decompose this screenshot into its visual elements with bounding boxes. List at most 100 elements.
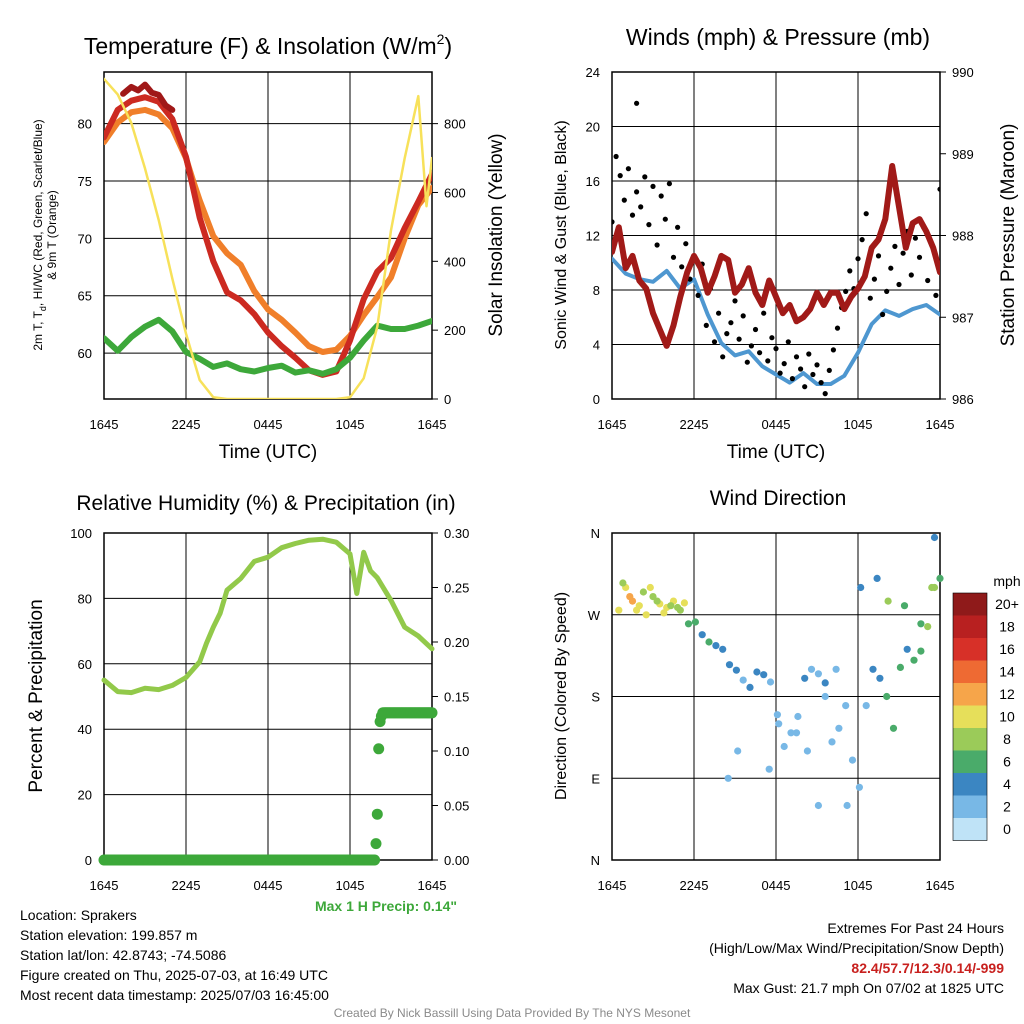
- gust-point: [675, 224, 681, 230]
- y2-axis-title: Solar Insolation (Yellow): [486, 133, 507, 336]
- legend-label: 4: [1003, 776, 1011, 792]
- direction-point: [719, 645, 727, 653]
- gust-point: [670, 254, 677, 260]
- y-tick-label: 60: [78, 346, 92, 361]
- gust-point: [789, 376, 796, 382]
- y2-tick-label: 986: [952, 392, 974, 407]
- gust-point: [793, 354, 800, 360]
- direction-point: [667, 602, 675, 610]
- direction-point: [900, 602, 909, 610]
- y-tick-label: N: [591, 526, 600, 541]
- gust-point: [773, 346, 779, 352]
- x-axis-title: Time (UTC): [727, 442, 826, 463]
- y-axis-title: Sonic Wind & Gust (Blue, Black): [553, 120, 570, 349]
- x-tick-label: 1645: [926, 417, 955, 432]
- gust-point: [822, 391, 828, 397]
- y-tick-label: 24: [586, 65, 600, 80]
- credit-footer: Created By Nick Bassill Using Data Provi…: [333, 1006, 691, 1020]
- y-axis-title-line2: & 9m T (Orange): [45, 190, 59, 280]
- direction-point: [843, 801, 851, 810]
- direction-point: [807, 665, 816, 673]
- direction-point: [801, 674, 809, 682]
- gust-point: [884, 288, 890, 294]
- x-tick-label: 1645: [90, 417, 119, 432]
- gust-point: [711, 339, 718, 345]
- legend-swatch: [953, 593, 987, 616]
- series-feels_like: [120, 81, 176, 113]
- x-tick-label: 0445: [762, 417, 791, 432]
- direction-point: [766, 678, 775, 686]
- y2-tick-label: 600: [444, 185, 466, 200]
- x-tick-label: 1645: [418, 417, 447, 432]
- y2-tick-label: 400: [444, 254, 466, 269]
- x-tick-label: 1045: [844, 878, 873, 893]
- precip-point: [369, 854, 381, 866]
- series-rh: [101, 536, 435, 696]
- direction-point: [660, 609, 668, 617]
- direction-point: [746, 683, 754, 692]
- y2-tick-label: 0.30: [444, 526, 469, 541]
- max-gust-text: Max Gust: 21.7 mph On 07/02 at 1825 UTC: [733, 980, 1004, 996]
- extremes-heading: Extremes For Past 24 Hours: [827, 920, 1004, 936]
- gust-point: [798, 366, 804, 372]
- y-tick-label: 20: [586, 120, 600, 135]
- direction-point: [835, 724, 843, 732]
- gust-point: [908, 272, 914, 278]
- direction-point: [842, 702, 850, 710]
- gust-point: [871, 276, 878, 282]
- gust-point: [888, 265, 894, 271]
- gust-point: [933, 292, 939, 298]
- y-tick-label: 70: [78, 231, 92, 246]
- legend-label: 12: [999, 686, 1015, 702]
- precip-point: [426, 707, 438, 719]
- series-temp_9m: [104, 106, 432, 355]
- direction-point: [753, 668, 761, 676]
- precip-point: [373, 743, 385, 755]
- gust-point: [658, 193, 664, 199]
- figure-created-text: Figure created on Thu, 2025-07-03, at 16…: [20, 967, 328, 983]
- direction-point: [896, 663, 905, 672]
- y-tick-label: N: [591, 853, 600, 868]
- gust-point: [662, 216, 668, 222]
- y2-tick-label: 988: [952, 229, 974, 244]
- gust-point: [748, 343, 755, 349]
- direction-point: [734, 747, 742, 755]
- y-tick-label: 20: [78, 788, 92, 803]
- direction-point: [848, 756, 857, 764]
- elevation-text: Station elevation: 199.857 m: [20, 927, 198, 943]
- series-sonic_wind: [612, 256, 940, 386]
- location-text: Location: Sprakers: [20, 907, 137, 923]
- x-tick-label: 0445: [254, 878, 283, 893]
- y2-tick-label: 800: [444, 117, 466, 132]
- gust-point: [937, 186, 940, 192]
- gust-point: [634, 189, 640, 195]
- gust-point: [646, 222, 652, 228]
- gust-point: [916, 254, 923, 260]
- direction-point: [653, 597, 661, 605]
- legend-swatch: [953, 615, 987, 638]
- gust-point: [666, 181, 673, 187]
- gust-point: [834, 325, 841, 331]
- y-tick-label: W: [588, 608, 601, 623]
- gust-point: [638, 204, 644, 210]
- y2-tick-label: 987: [952, 310, 974, 325]
- chart-title: Wind Direction: [710, 487, 847, 510]
- y-tick-label: 4: [593, 338, 600, 353]
- y-axis-title: 2m T, Td, HI/WC (Red, Green, Scarlet/Blu…: [31, 119, 48, 350]
- gust-point: [900, 250, 906, 256]
- direction-point: [680, 599, 689, 607]
- extremes-subheading: (High/Low/Max Wind/Precipitation/Snow De…: [709, 940, 1004, 956]
- gust-point: [761, 310, 767, 316]
- x-tick-label: 2245: [680, 417, 709, 432]
- direction-point: [792, 729, 801, 737]
- gust-point: [757, 350, 763, 356]
- y2-tick-label: 990: [952, 65, 974, 80]
- series-temp_2m: [104, 94, 432, 378]
- gust-point: [802, 384, 808, 390]
- direction-point: [857, 583, 865, 592]
- recent-data-text: Most recent data timestamp: 2025/07/03 1…: [20, 987, 329, 1003]
- gust-point: [744, 359, 750, 365]
- direction-point: [928, 583, 936, 592]
- gust-point: [654, 242, 660, 248]
- gust-point: [843, 288, 849, 294]
